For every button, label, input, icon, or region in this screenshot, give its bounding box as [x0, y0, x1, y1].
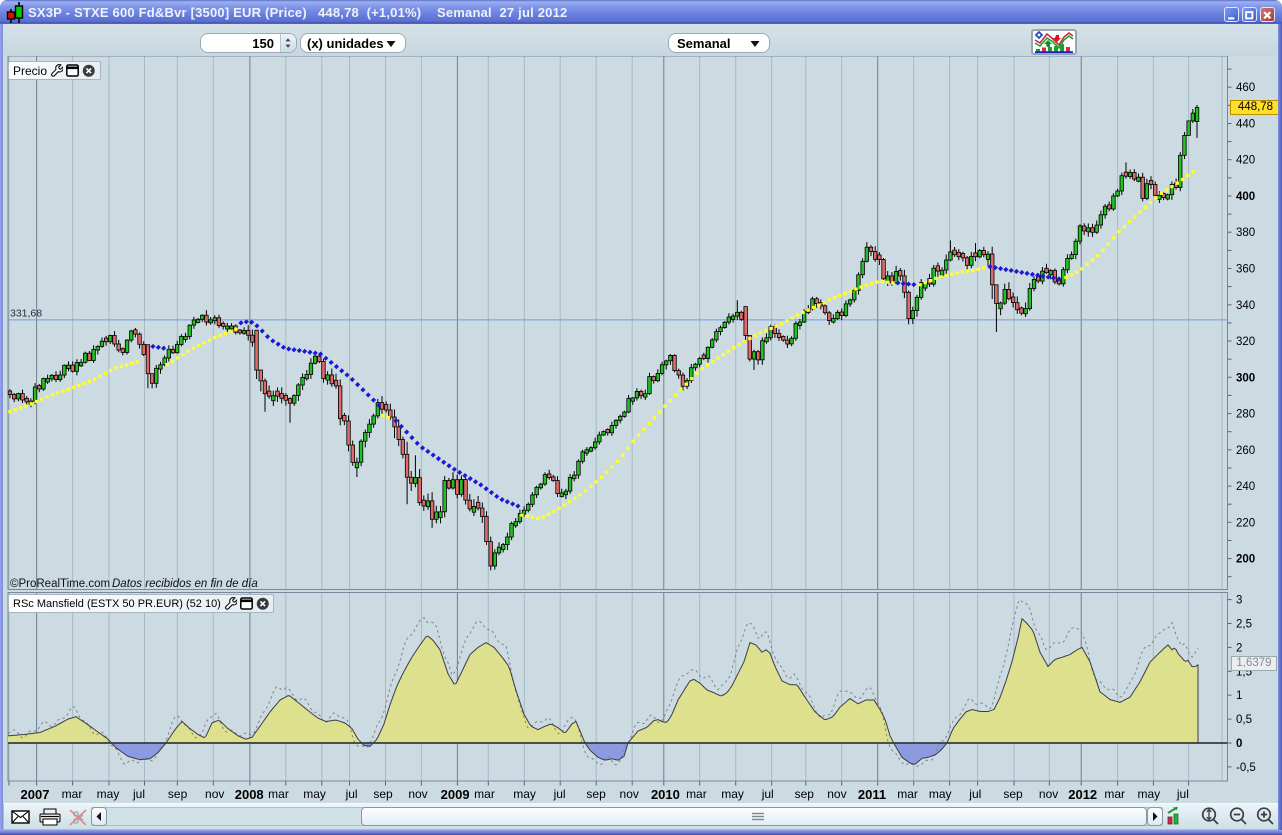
- svg-text:Datos recibidos en fin de día: Datos recibidos en fin de día: [112, 578, 258, 590]
- svg-text:280: 280: [1236, 409, 1255, 421]
- svg-text:400: 400: [1236, 191, 1255, 203]
- svg-text:sep: sep: [1003, 787, 1023, 801]
- svg-text:sep: sep: [795, 787, 815, 801]
- svg-text:mar: mar: [897, 787, 918, 801]
- svg-text:2008: 2008: [235, 787, 264, 802]
- svg-text:mar: mar: [686, 787, 707, 801]
- svg-text:jul: jul: [132, 787, 145, 801]
- svg-text:jul: jul: [761, 787, 774, 801]
- svg-text:-0,5: -0,5: [1236, 762, 1256, 774]
- svg-text:jul: jul: [345, 787, 358, 801]
- svg-text:may: may: [303, 787, 326, 801]
- svg-text:may: may: [513, 787, 536, 801]
- svg-text:2007: 2007: [21, 787, 50, 802]
- svg-text:2: 2: [1236, 642, 1242, 654]
- svg-text:2011: 2011: [858, 787, 886, 802]
- svg-text:300: 300: [1236, 372, 1255, 384]
- svg-text:420: 420: [1236, 155, 1255, 167]
- svg-text:jul: jul: [553, 787, 566, 801]
- svg-text:nov: nov: [827, 787, 846, 801]
- svg-text:380: 380: [1236, 227, 1255, 239]
- svg-text:360: 360: [1236, 264, 1255, 276]
- svg-text:jul: jul: [968, 787, 981, 801]
- svg-text:©ProRealTime.com: ©ProRealTime.com: [10, 578, 110, 590]
- svg-text:440: 440: [1236, 119, 1255, 131]
- svg-text:may: may: [929, 787, 952, 801]
- svg-text:mar: mar: [474, 787, 495, 801]
- svg-text:mar: mar: [268, 787, 289, 801]
- svg-text:240: 240: [1236, 481, 1255, 493]
- svg-text:1: 1: [1236, 690, 1242, 702]
- svg-text:sep: sep: [168, 787, 188, 801]
- svg-text:0,5: 0,5: [1236, 714, 1252, 726]
- svg-text:sep: sep: [586, 787, 606, 801]
- svg-text:nov: nov: [1039, 787, 1058, 801]
- svg-text:nov: nov: [620, 787, 639, 801]
- svg-text:may: may: [1137, 787, 1160, 801]
- svg-text:331,68: 331,68: [10, 307, 42, 319]
- svg-text:260: 260: [1236, 445, 1255, 457]
- svg-text:3: 3: [1236, 595, 1242, 607]
- svg-text:mar: mar: [62, 787, 83, 801]
- svg-text:may: may: [97, 787, 120, 801]
- svg-text:2,5: 2,5: [1236, 619, 1252, 631]
- svg-text:0: 0: [1236, 738, 1242, 750]
- svg-text:may: may: [721, 787, 744, 801]
- svg-text:2012: 2012: [1068, 787, 1097, 802]
- svg-text:200: 200: [1236, 554, 1255, 566]
- svg-text:nov: nov: [205, 787, 224, 801]
- svg-text:sep: sep: [373, 787, 393, 801]
- svg-text:mar: mar: [1104, 787, 1125, 801]
- svg-text:320: 320: [1236, 336, 1255, 348]
- svg-text:2009: 2009: [441, 787, 470, 802]
- svg-text:2010: 2010: [651, 787, 680, 802]
- svg-text:jul: jul: [1176, 787, 1189, 801]
- svg-text:340: 340: [1236, 300, 1255, 312]
- svg-text:nov: nov: [408, 787, 427, 801]
- svg-text:220: 220: [1236, 517, 1255, 529]
- svg-text:460: 460: [1236, 82, 1255, 94]
